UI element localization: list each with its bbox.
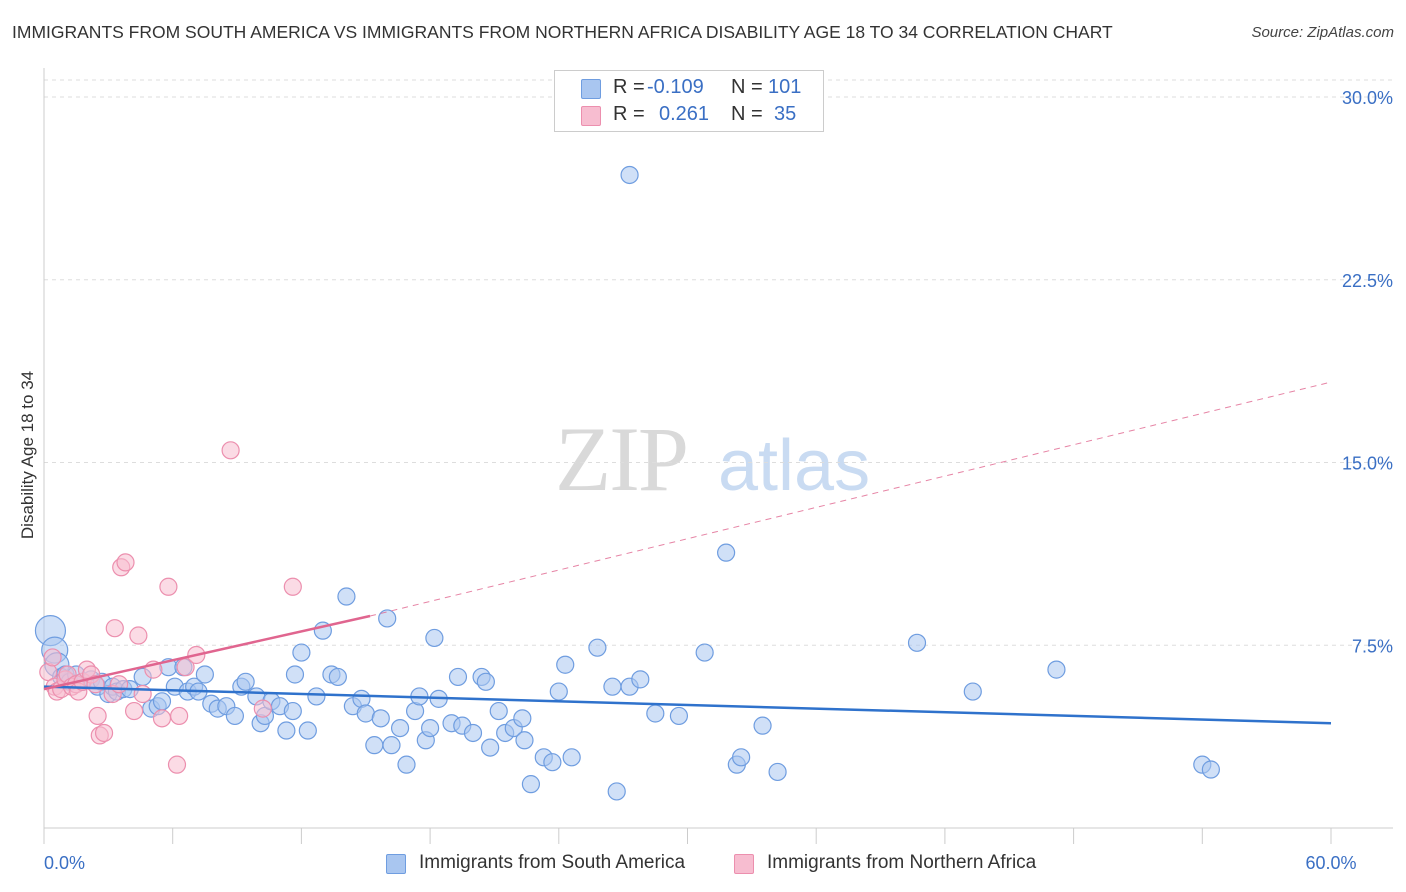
south-america-point [292,643,311,662]
south-america-point [195,665,214,684]
bottom-legend-swatch-pink [734,854,754,874]
legend-r-value: 0.261 [659,103,710,125]
south-america-point [397,755,416,774]
south-america-point [277,721,296,740]
legend-row-northern-africa: R = 0.261 N = 35 [555,101,823,127]
northern-africa-point [94,723,114,743]
south-america-point [753,716,772,735]
south-america-point [236,672,255,691]
south-america-point [463,723,483,743]
y-axis-title: Disability Age 18 to 34 [18,370,37,540]
northern-africa-point [170,706,189,726]
northern-africa-point [88,706,107,726]
south-america-point [152,692,172,711]
legend-r-value: -0.109 [647,76,704,98]
south-america-point [907,633,927,652]
south-america-point [631,670,650,689]
bottom-legend-label: Immigrants from South America [419,852,686,873]
south-america-point [1047,660,1066,679]
south-america-point [337,587,356,606]
y-tick-label: 22.5% [1342,271,1393,291]
x-tick-label: 60.0% [1305,853,1356,873]
legend-n-value: 101 [768,76,802,98]
x-tick-label: 0.0% [44,853,85,873]
south-america-point [603,677,622,696]
legend-swatch-blue [581,79,601,99]
south-america-point [607,782,626,801]
legend-n-label: N = [731,103,763,125]
south-america-trend-line [43,685,1332,725]
south-america-point [669,706,689,726]
south-america-point [521,775,541,794]
northern-africa-point [152,709,172,728]
legend-row-south-america: R = -0.109 N = 101 [555,74,823,100]
south-america-point [371,709,390,728]
south-america-point [515,731,534,750]
northern-africa-trend-line [43,614,371,691]
northern-africa-point [133,684,152,704]
source-label: Source: ZipAtlas.com [1251,24,1394,41]
south-america-point [448,667,468,687]
south-america-point [307,687,326,706]
south-america-point [588,638,607,657]
south-america-point [549,682,568,701]
south-america-point [476,672,495,691]
south-america-point [382,736,401,755]
south-america-point [489,701,508,721]
south-america-point [963,682,982,701]
legend-n-label: N = [731,76,763,98]
south-america-point [556,655,575,674]
legend-swatch-pink [581,106,601,126]
south-america-point [378,609,397,628]
northern-africa-point [129,626,148,645]
northern-africa-point [283,577,302,596]
south-america-point [620,165,639,185]
south-america-point [425,628,444,648]
south-america-point [513,709,532,728]
northern-africa-point [253,699,272,718]
south-america-point [562,748,581,767]
south-america-point [285,665,305,684]
south-america-point [1201,760,1220,779]
northern-africa-point [167,755,187,774]
correlation-legend: R = -0.109 N = 101 R = 0.261 N = 35 [554,70,824,132]
northern-africa-point [105,619,124,638]
south-america-point [481,738,500,757]
south-america-point [225,706,245,726]
bottom-legend-label: Immigrants from Northern Africa [767,852,1037,873]
y-tick-label: 7.5% [1352,636,1393,656]
watermark-zip: ZIP [555,408,687,510]
northern-africa-point [116,553,135,572]
south-america-point [543,753,562,772]
watermark-atlas: atlas [718,426,870,506]
northern-africa-point [221,441,240,460]
northern-africa-point [159,577,178,596]
south-america-point [356,704,375,723]
south-america-point [768,762,787,782]
south-america-point [298,721,317,740]
south-america-point [421,718,440,738]
south-america-point [283,701,302,721]
legend-n-value: 35 [774,103,797,125]
y-tick-label: 30.0% [1342,88,1393,108]
south-america-point [695,643,714,662]
chart-title: IMMIGRANTS FROM SOUTH AMERICA VS IMMIGRA… [12,22,1113,42]
south-america-point [646,704,665,723]
y-tick-label: 15.0% [1342,454,1393,474]
northern-africa-point [43,648,62,667]
legend-r-label: R = [613,103,645,125]
northern-africa-point [124,701,144,721]
south-america-point [328,667,347,687]
south-america-point [390,718,410,738]
south-america-point [717,543,736,562]
bottom-legend-swatch-blue [386,854,406,874]
northern-africa-point [176,658,195,677]
legend-r-label: R = [613,76,645,98]
south-america-point [365,736,384,755]
south-america-point [732,748,751,767]
